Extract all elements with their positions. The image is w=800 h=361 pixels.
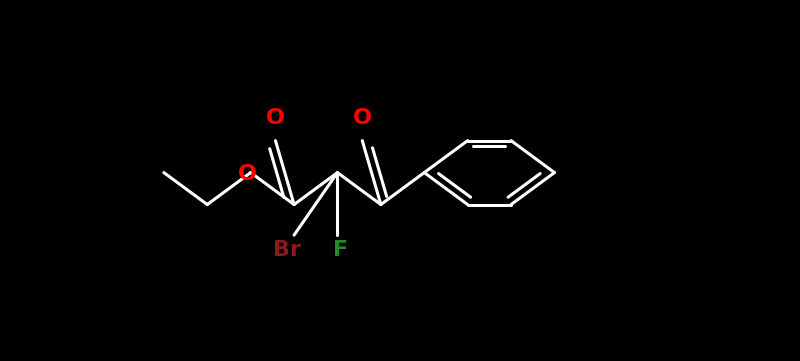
Text: O: O (238, 164, 257, 184)
Text: O: O (266, 108, 285, 129)
Text: Br: Br (273, 240, 301, 260)
Text: F: F (333, 240, 348, 260)
Text: O: O (353, 108, 372, 129)
